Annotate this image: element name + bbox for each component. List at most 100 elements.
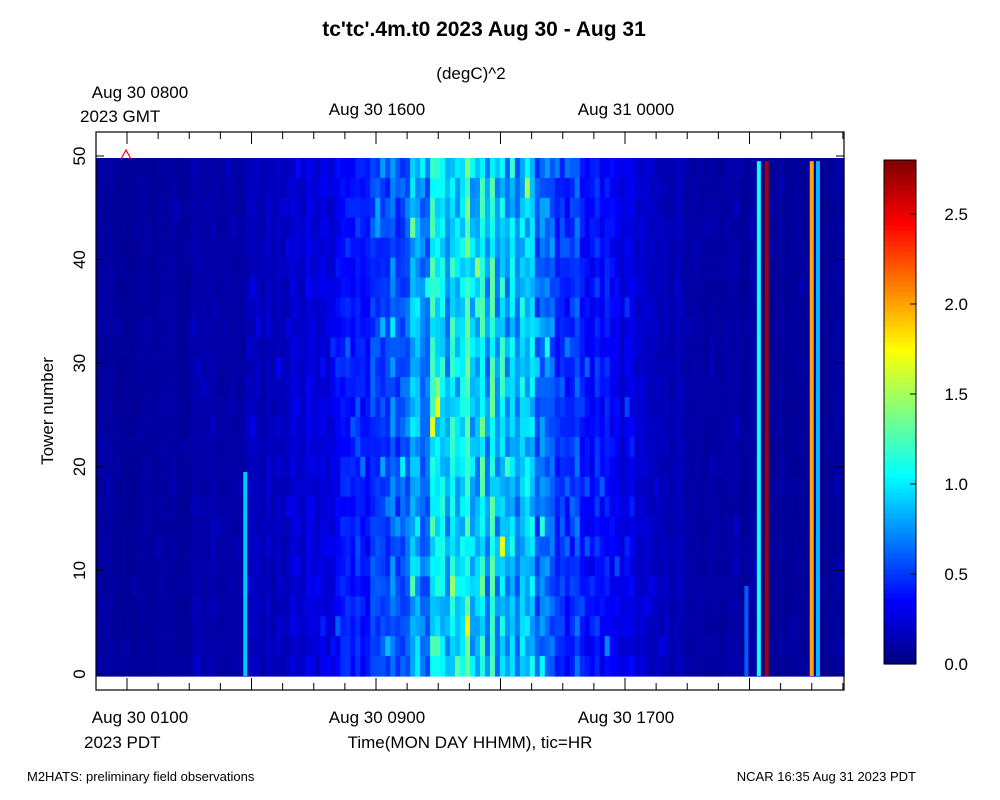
heatmap-cell — [664, 317, 671, 338]
heatmap-cell — [799, 596, 805, 617]
heatmap-cell — [534, 397, 541, 418]
heatmap-cell — [639, 237, 646, 259]
heatmap-cell — [669, 656, 676, 677]
heatmap-cell — [779, 596, 785, 617]
heatmap-cell — [355, 417, 361, 438]
heatmap-cell — [724, 257, 730, 279]
heatmap-cell — [280, 536, 287, 558]
heatmap-cell — [120, 656, 127, 677]
heatmap-cell — [205, 556, 212, 577]
heatmap-cell — [245, 576, 252, 597]
heatmap-cell — [769, 536, 775, 558]
heatmap-cell — [789, 436, 795, 458]
heatmap-cell — [165, 656, 172, 677]
heatmap-cell — [175, 217, 182, 239]
heatmap-cell — [355, 297, 361, 318]
heatmap-cell — [774, 237, 780, 259]
heatmap-cell — [734, 237, 740, 259]
heatmap-cell — [465, 257, 471, 279]
heatmap-cell — [674, 297, 681, 318]
heatmap-cell — [380, 556, 386, 577]
heatmap-cell — [105, 397, 112, 418]
heatmap-cell — [385, 197, 391, 219]
heatmap-cell — [719, 217, 725, 239]
heatmap-cell — [265, 397, 272, 418]
heatmap-cell — [829, 297, 835, 318]
heatmap-cell — [554, 596, 561, 617]
heatmap-cell — [440, 397, 446, 418]
heatmap-cell — [150, 277, 157, 299]
heatmap-cell — [110, 417, 117, 438]
heatmap-cell — [180, 277, 187, 299]
heatmap-cell — [639, 177, 646, 199]
heatmap-cell — [664, 536, 671, 558]
heatmap-cell — [499, 656, 506, 677]
heatmap-cell — [260, 576, 267, 597]
heatmap-cell — [629, 337, 636, 358]
heatmap-cell — [629, 217, 636, 239]
heatmap-cell — [569, 357, 576, 378]
heatmap-cell — [744, 417, 750, 438]
heatmap-cell — [784, 397, 790, 418]
heatmap-cell — [554, 177, 561, 199]
heatmap-cell — [265, 417, 272, 438]
heatmap-cell — [524, 616, 531, 637]
heatmap-cell — [220, 636, 227, 657]
heatmap-cell — [470, 576, 476, 597]
heatmap-cell — [729, 476, 735, 498]
heatmap-cell — [195, 397, 202, 418]
heatmap-cell — [100, 496, 107, 518]
heatmap-cell — [280, 237, 287, 259]
heatmap-cell — [644, 158, 651, 179]
heatmap-cell — [410, 496, 416, 518]
heatmap-cell — [280, 476, 287, 498]
heatmap-cell — [569, 616, 576, 637]
heatmap-cell — [310, 397, 317, 418]
heatmap-cell — [435, 556, 441, 577]
heatmap-cell — [135, 357, 142, 378]
heatmap-cell — [679, 596, 686, 617]
heatmap-cell — [759, 417, 765, 438]
heatmap-cell — [774, 576, 780, 597]
heatmap-cell — [769, 297, 775, 318]
heatmap-cell — [100, 377, 107, 398]
heatmap-cell — [135, 496, 142, 518]
heatmap-cell — [569, 397, 576, 418]
heatmap-cell — [140, 377, 147, 398]
heatmap-cell — [714, 536, 720, 558]
heatmap-cell — [460, 556, 466, 577]
heatmap-cell — [155, 576, 162, 597]
heatmap-cell — [689, 516, 695, 538]
heatmap-cell — [385, 357, 391, 378]
heatmap-cell — [664, 337, 671, 358]
heatmap-cell — [544, 158, 551, 179]
heatmap-cell — [644, 636, 651, 657]
heatmap-cell — [150, 337, 157, 358]
heatmap-cell — [484, 496, 491, 518]
heatmap-cell — [554, 636, 561, 657]
heatmap-cell — [270, 556, 277, 577]
heatmap-cell — [385, 556, 391, 577]
heatmap-cell — [504, 417, 511, 438]
heatmap-cell — [280, 436, 287, 458]
heatmap-cell — [499, 277, 506, 299]
heatmap-cell — [465, 297, 471, 318]
heatmap-cell — [430, 217, 436, 239]
heatmap-cell — [529, 516, 536, 538]
heatmap-cell — [355, 277, 361, 299]
heatmap-cell — [739, 436, 745, 458]
heatmap-cell — [280, 277, 287, 299]
heatmap-cell — [140, 297, 147, 318]
heatmap-cell — [155, 596, 162, 617]
heatmap-cell — [694, 237, 700, 259]
heatmap-cell — [569, 417, 576, 438]
heatmap-cell — [270, 317, 277, 338]
heatmap-cell — [819, 217, 825, 239]
heatmap-cell — [629, 357, 636, 378]
heatmap-cell — [724, 337, 730, 358]
heatmap-cell — [739, 357, 745, 378]
heatmap-cell — [185, 496, 192, 518]
heatmap-cell — [824, 656, 830, 677]
heatmap-cell — [425, 616, 431, 637]
heatmap-cell — [420, 417, 426, 438]
